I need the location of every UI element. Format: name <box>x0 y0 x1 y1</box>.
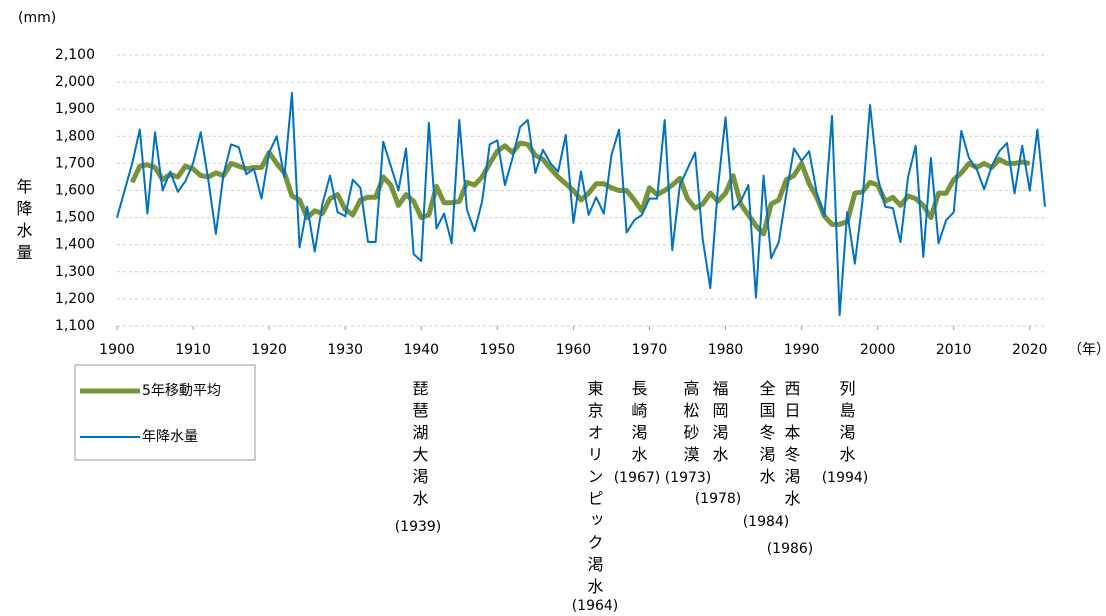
x-unit: （年） <box>1068 342 1106 358</box>
annotation-year: (1967) <box>614 470 661 486</box>
legend-label: 5年移動平均 <box>142 383 221 399</box>
x-tick-label: 2010 <box>936 342 972 358</box>
annotation-label: 長崎渇水 <box>629 380 648 468</box>
x-tick-label: 1930 <box>327 342 363 358</box>
x-tick-label: 1900 <box>99 342 135 358</box>
x-tick-label: 1920 <box>251 342 287 358</box>
annotation-year: (1964) <box>572 598 619 614</box>
x-tick-label: 1990 <box>784 342 820 358</box>
annotation-label: 列島渇水 <box>837 380 856 468</box>
y-tick-label: 1,600 <box>55 183 95 199</box>
x-tick-label: 1940 <box>403 342 439 358</box>
x-tick-label: 2020 <box>1012 342 1048 358</box>
y-tick-label: 2,100 <box>55 47 95 63</box>
annotation-label: 福岡渇水 <box>710 380 729 468</box>
x-tick-label: 1950 <box>480 342 516 358</box>
y-tick-label: 1,400 <box>55 237 95 253</box>
annotation-year: (1994) <box>822 470 869 486</box>
annotation-year: (1939) <box>395 519 442 535</box>
y-unit: (mm) <box>18 10 56 26</box>
series-line <box>116 91 1046 317</box>
y-tick-label: 1,200 <box>55 291 95 307</box>
x-tick-label: 1960 <box>556 342 592 358</box>
y-tick-label: 1,500 <box>55 210 95 226</box>
y-tick-label: 1,900 <box>55 101 95 117</box>
annotation-year: (1973) <box>665 470 712 486</box>
annotation-year: (1984) <box>743 514 790 530</box>
y-axis-label: 年降水量 <box>14 178 33 266</box>
annotation-label: 東京オリンピック渇水 <box>585 380 604 600</box>
annotation-label: 西日本冬渇水 <box>782 380 801 512</box>
annotation-label: 高松砂漠 <box>681 380 700 468</box>
legend-box <box>74 364 256 461</box>
y-tick-label: 2,000 <box>55 74 95 90</box>
x-tick-label: 2000 <box>860 342 896 358</box>
annotation-label: 琵琶湖大渇水 <box>410 380 429 512</box>
annotation-year: (1986) <box>767 541 814 557</box>
y-tick-label: 1,800 <box>55 128 95 144</box>
annotation-year: (1978) <box>695 491 742 507</box>
y-tick-label: 1,700 <box>55 155 95 171</box>
x-tick-label: 1980 <box>708 342 744 358</box>
legend-label: 年降水量 <box>142 429 198 445</box>
annotation-label: 全国冬渇水 <box>757 380 776 490</box>
y-tick-label: 1,100 <box>55 318 95 334</box>
y-tick-label: 1,300 <box>55 264 95 280</box>
x-tick-label: 1970 <box>632 342 668 358</box>
x-tick-label: 1910 <box>175 342 211 358</box>
